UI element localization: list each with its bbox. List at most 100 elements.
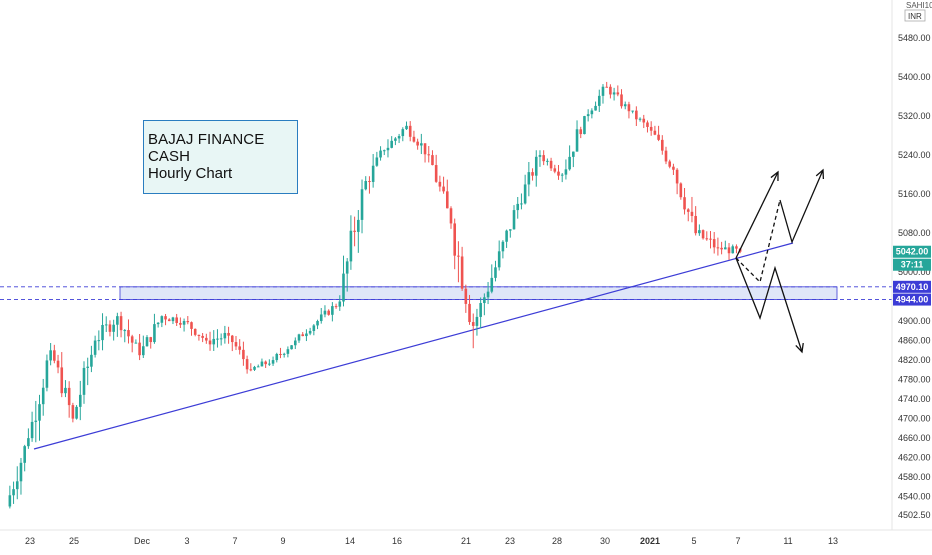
candle-body[interactable] <box>431 155 434 166</box>
candle-body[interactable] <box>64 387 67 394</box>
candle-body[interactable] <box>449 208 453 224</box>
candle-body[interactable] <box>386 147 390 151</box>
candle-body[interactable] <box>368 181 371 183</box>
candle-body[interactable] <box>331 306 334 315</box>
candle-body[interactable] <box>653 130 657 135</box>
candle-body[interactable] <box>364 181 368 190</box>
candle-body[interactable] <box>149 337 153 343</box>
currency-box[interactable] <box>904 9 926 22</box>
candle-body[interactable] <box>468 303 471 323</box>
candle-body[interactable] <box>142 346 145 356</box>
candle-body[interactable] <box>371 165 375 182</box>
candle-body[interactable] <box>12 489 15 496</box>
candle-body[interactable] <box>405 125 408 130</box>
candle-body[interactable] <box>705 238 709 240</box>
candle-body[interactable] <box>256 366 260 368</box>
candle-body[interactable] <box>53 350 56 361</box>
candle-body[interactable] <box>301 334 305 337</box>
candle-body[interactable] <box>701 230 705 239</box>
candle-body[interactable] <box>67 387 71 406</box>
candle-body[interactable] <box>672 166 675 170</box>
candle-body[interactable] <box>316 321 319 326</box>
candle-body[interactable] <box>75 406 78 419</box>
support-zone[interactable] <box>119 286 838 300</box>
candle-body[interactable] <box>56 360 60 368</box>
candle-body[interactable] <box>538 155 542 157</box>
retest-projection-arrow[interactable] <box>779 169 824 244</box>
candle-body[interactable] <box>464 288 468 304</box>
candle-body[interactable] <box>186 321 190 323</box>
candle-body[interactable] <box>520 203 523 205</box>
candle-body[interactable] <box>501 241 505 252</box>
candle-body[interactable] <box>379 150 382 158</box>
candle-body[interactable] <box>731 246 735 254</box>
candle-body[interactable] <box>349 230 353 262</box>
candle-body[interactable] <box>238 346 241 350</box>
candle-body[interactable] <box>505 230 508 242</box>
candle-body[interactable] <box>212 338 216 345</box>
candle-body[interactable] <box>675 169 679 184</box>
candle-body[interactable] <box>657 134 660 140</box>
candle-body[interactable] <box>553 168 557 172</box>
candle-body[interactable] <box>564 169 568 175</box>
candle-body[interactable] <box>442 186 445 192</box>
candle-body[interactable] <box>282 353 286 355</box>
candle-body[interactable] <box>620 94 623 107</box>
candle-body[interactable] <box>382 150 386 152</box>
candle-body[interactable] <box>579 129 583 135</box>
candle-body[interactable] <box>30 421 34 439</box>
candle-body[interactable] <box>453 223 456 256</box>
candle-body[interactable] <box>294 340 297 346</box>
candle-body[interactable] <box>8 495 12 507</box>
candle-body[interactable] <box>375 157 379 166</box>
candle-body[interactable] <box>420 143 423 146</box>
candle-body[interactable] <box>101 324 104 341</box>
candle-body[interactable] <box>397 136 401 139</box>
candle-body[interactable] <box>49 350 52 361</box>
candle-body[interactable] <box>97 340 101 342</box>
candle-body[interactable] <box>457 255 460 257</box>
candle-body[interactable] <box>623 104 627 107</box>
candle-body[interactable] <box>86 366 89 368</box>
candle-body[interactable] <box>720 247 723 250</box>
candle-body[interactable] <box>534 156 538 176</box>
candle-body[interactable] <box>416 141 419 146</box>
candle-body[interactable] <box>45 360 49 388</box>
candle-body[interactable] <box>560 174 564 176</box>
candle-body[interactable] <box>201 335 204 338</box>
candle-body[interactable] <box>690 211 694 216</box>
candle-body[interactable] <box>127 330 130 337</box>
candle-body[interactable] <box>427 154 431 156</box>
candle-body[interactable] <box>271 360 275 364</box>
candle-body[interactable] <box>297 334 301 341</box>
candle-body[interactable] <box>104 324 108 326</box>
candle-body[interactable] <box>116 316 119 325</box>
candle-body[interactable] <box>679 183 683 198</box>
candle-body[interactable] <box>305 333 308 337</box>
candle-body[interactable] <box>164 316 167 320</box>
candle-body[interactable] <box>523 184 527 204</box>
candle-body[interactable] <box>327 310 330 315</box>
candle-body[interactable] <box>268 363 271 365</box>
candle-body[interactable] <box>438 181 442 187</box>
candle-body[interactable] <box>160 316 164 323</box>
candle-body[interactable] <box>60 367 64 394</box>
candle-body[interactable] <box>308 330 312 334</box>
candle-body[interactable] <box>249 369 253 371</box>
candle-body[interactable] <box>223 332 227 339</box>
candle-body[interactable] <box>360 189 364 220</box>
candle-body[interactable] <box>323 310 327 315</box>
candle-body[interactable] <box>171 317 175 322</box>
candle-body[interactable] <box>234 342 238 347</box>
candle-body[interactable] <box>145 337 149 347</box>
candle-body[interactable] <box>471 322 475 326</box>
candle-body[interactable] <box>486 291 490 298</box>
candle-body[interactable] <box>612 92 616 95</box>
candle-body[interactable] <box>664 150 668 162</box>
candle-body[interactable] <box>138 342 141 356</box>
candle-body[interactable] <box>531 172 534 176</box>
candle-body[interactable] <box>609 86 612 95</box>
candle-body[interactable] <box>357 219 360 232</box>
candle-body[interactable] <box>635 110 638 120</box>
candle-body[interactable] <box>686 209 690 212</box>
